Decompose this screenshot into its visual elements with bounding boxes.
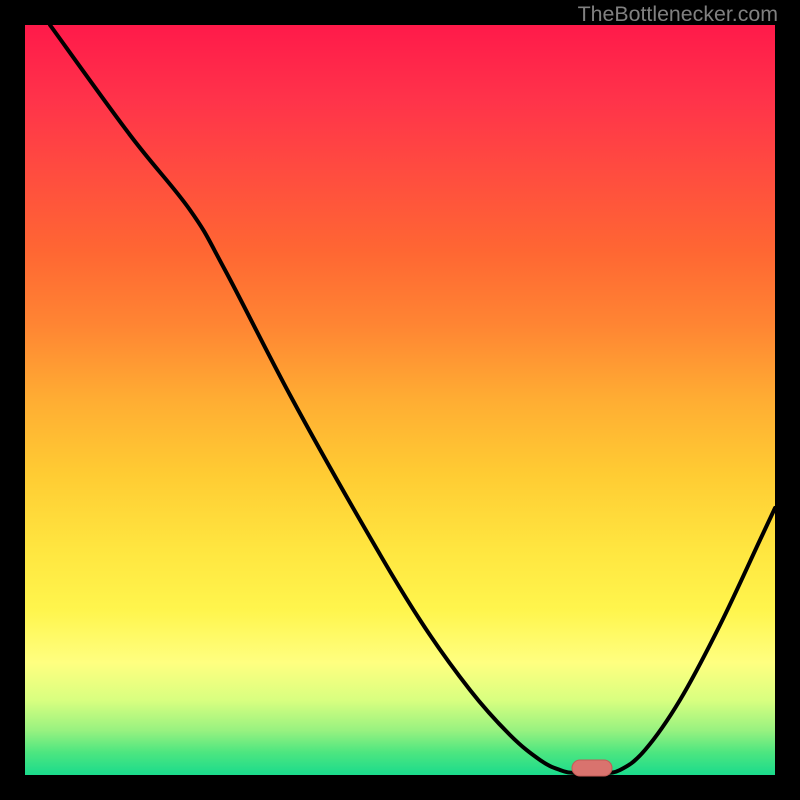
watermark-text: TheBottlenecker.com [578,2,778,27]
chart-svg [0,0,800,800]
bottleneck-chart: TheBottlenecker.com [0,0,800,800]
optimal-marker [572,760,612,776]
chart-background [25,25,775,775]
